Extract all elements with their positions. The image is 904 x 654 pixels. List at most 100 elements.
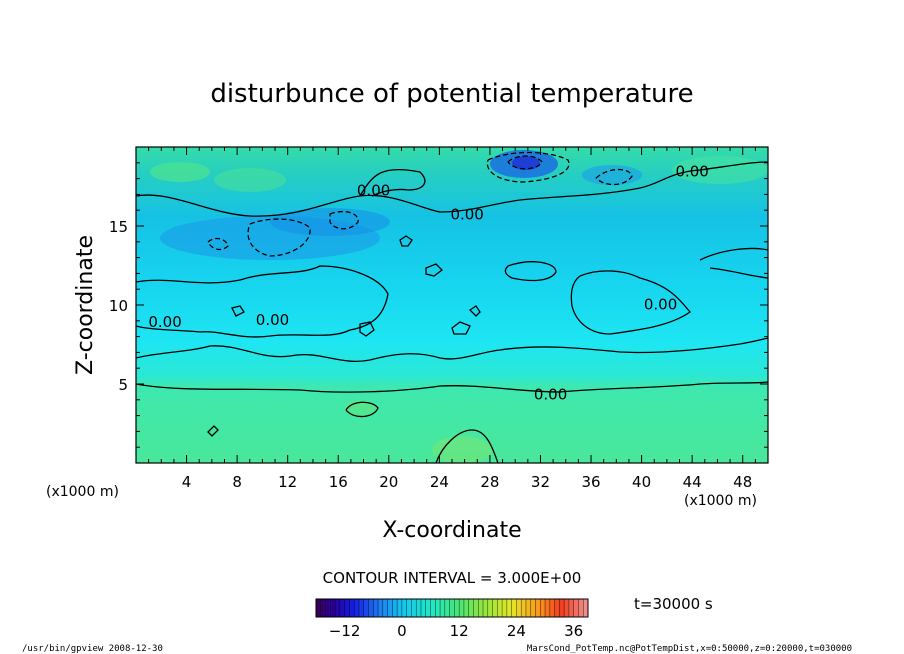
colorbar-tick-label--12: −12 (329, 622, 361, 640)
colorbar-segment-18 (401, 599, 408, 617)
contour-label-4: 0.00 (256, 311, 289, 329)
colorbar-segment-21 (416, 599, 422, 617)
colorbar-segment-31 (463, 599, 470, 617)
contour-neg-left-small (207, 237, 229, 251)
colorbar-segment-55 (578, 599, 584, 617)
colorbar-segment-17 (397, 599, 403, 617)
colorbar-segment-34 (478, 599, 484, 617)
y-tick-labels: 5 10 15 (109, 218, 128, 394)
x-axis-label: X-coordinate (382, 518, 521, 543)
colorbar-segment-23 (425, 599, 431, 617)
contour-small-cells (207, 235, 481, 437)
contour-zero-upper-band (359, 168, 426, 197)
colorbar-segment-46 (535, 599, 541, 617)
contour-zero-right-loop (570, 270, 691, 335)
colorbar-segment-22 (420, 599, 427, 617)
colorbar-segment-14 (382, 599, 388, 617)
chart-title: disturbunce of potential temperature (210, 79, 693, 109)
colorbar-segment-12 (373, 599, 379, 617)
contour-zero-bottom (136, 381, 768, 393)
warm-patch-top-left (150, 162, 210, 182)
x-tick-label-36: 36 (581, 473, 600, 491)
y-axis-label: Z-coordinate (73, 235, 98, 375)
colorbar-segment-32 (468, 599, 474, 617)
y-tick-label-5: 5 (118, 376, 128, 394)
colorbar-segment-10 (363, 599, 369, 617)
contour-zero-top (136, 161, 768, 217)
colorbar-segment-13 (378, 599, 384, 617)
contour-interval-text: CONTOUR INTERVAL = 3.000E+00 (323, 569, 582, 587)
contour-label-2: 0.00 (675, 163, 708, 181)
colorbar-segment-56 (583, 599, 589, 617)
contour-zero-lower-left (136, 337, 768, 362)
colorbar-segment-24 (430, 599, 436, 617)
footer-left: /usr/bin/gpview 2008-12-30 (22, 644, 163, 654)
contour-zero-right-edge (699, 247, 768, 279)
colorbar-segment-41 (511, 599, 517, 617)
temperature-field (136, 147, 768, 463)
colorbar-segment-11 (368, 599, 374, 617)
colorbar-segment-28 (449, 599, 455, 617)
contour-labels: 0.00 0.00 0.00 0.00 0.00 0.00 0.00 (148, 163, 708, 404)
colorbar-segment-54 (573, 599, 579, 617)
colorbar-segment-33 (473, 599, 479, 617)
x-tick-label-32: 32 (531, 473, 550, 491)
contour-neg-top-core (486, 151, 570, 183)
colorbar-segment-9 (358, 599, 365, 617)
colorbar-segment-37 (492, 599, 498, 617)
contour-negative (207, 151, 633, 257)
colorbar-segment-36 (487, 599, 493, 617)
colorbar-segment-49 (549, 599, 555, 617)
colorbar-tick-labels: −12 0 12 24 36 (329, 622, 583, 640)
y-tick-label-15: 15 (109, 218, 128, 236)
colorbar-segment-38 (497, 599, 503, 617)
colorbar-segment-43 (521, 599, 527, 617)
x-tick-label-16: 16 (329, 473, 348, 491)
x-unit-left: (x1000 m) (46, 484, 119, 500)
footer-right: MarsCond_PotTemp.nc@PotTempDist,x=0:5000… (527, 644, 852, 654)
colorbar-tick-label-36: 36 (564, 622, 583, 640)
colorbar-segment-44 (525, 599, 532, 617)
contour-label-3: 0.00 (148, 313, 181, 331)
colorbar-segment-42 (516, 599, 522, 617)
x-tick-label-20: 20 (379, 473, 398, 491)
colorbar-segment-45 (530, 599, 536, 617)
x-tick-label-12: 12 (278, 473, 297, 491)
contour-label-1: 0.00 (450, 205, 483, 223)
colorbar-tick-label-0: 0 (397, 622, 407, 640)
colorbar-segment-40 (506, 599, 513, 617)
colorbar-segment-16 (392, 599, 398, 617)
contour-zero-mid-loop (504, 261, 557, 282)
cold-patch-right (582, 165, 642, 185)
axis-ticks (136, 147, 768, 463)
plot-area (136, 147, 768, 463)
x-tick-labels: 4 8 12 16 20 24 28 32 36 40 44 48 (182, 473, 752, 491)
colorbar-segment-52 (564, 599, 570, 617)
colorbar-segment-48 (545, 599, 551, 617)
warm-patch-top (214, 168, 286, 192)
time-label: t=30000 s (634, 595, 713, 613)
colorbar-segment-39 (502, 599, 508, 617)
colorbar-segment-27 (444, 599, 451, 617)
colorbar-segment-3 (330, 599, 336, 617)
colorbar-segment-47 (540, 599, 546, 617)
x-tick-label-40: 40 (632, 473, 651, 491)
contour-label-0: 0.00 (357, 182, 390, 200)
y-tick-label-10: 10 (109, 297, 128, 315)
contour-neg-top-center (507, 155, 543, 170)
colorbar-segment-53 (568, 599, 575, 617)
contour-neg-right (595, 168, 633, 186)
contour-label-6: 0.00 (534, 385, 567, 403)
colorbar-segment-5 (339, 599, 346, 617)
colorbar-segment-19 (406, 599, 412, 617)
colorbar-segment-7 (349, 599, 355, 617)
colorbar-segment-26 (440, 599, 446, 617)
colorbar-segment-25 (435, 599, 441, 617)
colorbar-segment-1 (320, 599, 326, 617)
x-tick-label-44: 44 (683, 473, 702, 491)
contour-zero-middle-left (136, 265, 389, 338)
contour-lines (136, 151, 768, 463)
contour-zero-bottom-hump (435, 429, 499, 463)
colorbar-segment-35 (483, 599, 489, 617)
x-tick-label-4: 4 (182, 473, 192, 491)
